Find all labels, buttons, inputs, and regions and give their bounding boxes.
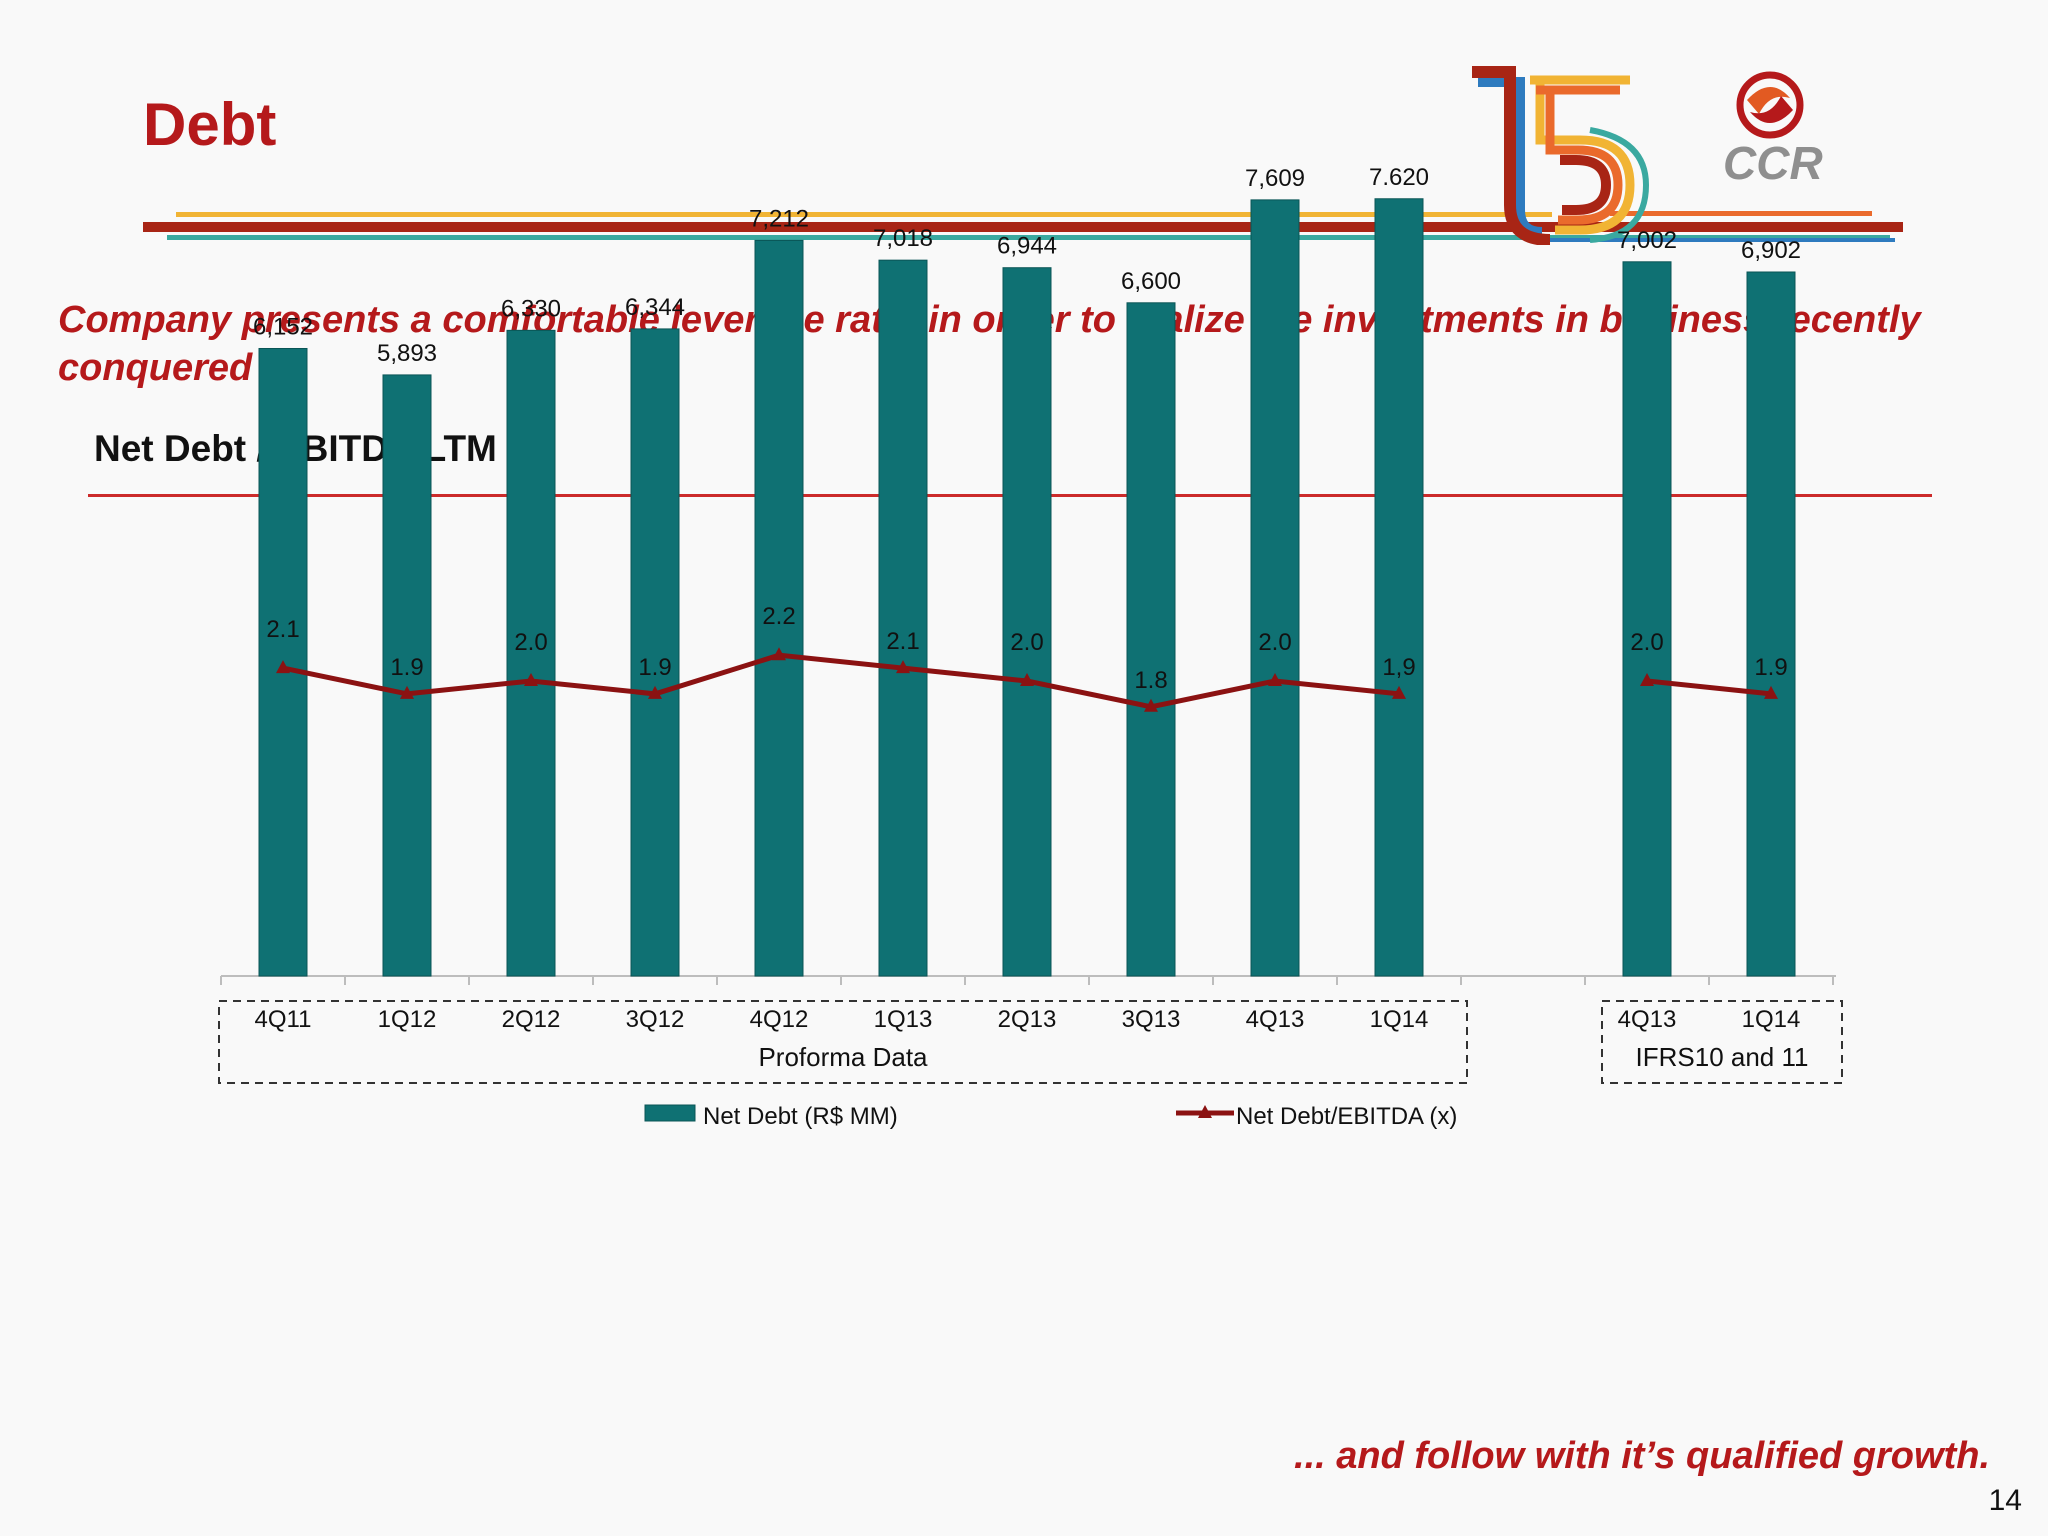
group-label-ifrs: IFRS10 and 11 [1636,1042,1809,1072]
line-marker [1392,685,1406,699]
bar-net-debt [1374,198,1424,977]
bar-value-label: 5,893 [377,340,437,367]
line-value-label: 2.0 [514,629,547,656]
line-marker [1020,673,1034,686]
line-marker [648,685,662,699]
line-marker [896,660,910,674]
bar-net-debt [382,374,432,977]
line-marker [1144,698,1158,712]
line-value-label: 2.0 [1010,629,1043,656]
line-marker [1268,673,1282,686]
bar-value-label: 6,344 [625,294,685,321]
bar-net-debt [630,328,680,977]
line-value-label: 1.8 [1134,667,1167,694]
line-marker [524,673,538,686]
bar-value-label: 6,944 [997,233,1057,260]
ccr-logo-text: CCR [1723,137,1823,189]
line-marker [1640,673,1654,686]
category-label: 4Q12 [750,1006,809,1033]
bar-net-debt [754,239,804,977]
header-rule-blue [1545,238,1895,242]
bar-net-debt [1746,271,1796,977]
legend-swatch-bar [644,1104,696,1122]
bar-net-debt [878,259,928,977]
legend-marker-line [1198,1105,1212,1118]
bar-net-debt [1250,199,1300,977]
category-label: 1Q14 [1370,1006,1429,1033]
line-value-label: 1.9 [638,654,671,681]
line-value-label: 1.9 [390,654,423,681]
category-label: 4Q13 [1618,1006,1677,1033]
legend-label-bar: Net Debt (R$ MM) [703,1103,898,1130]
bar-value-label: 6,152 [253,313,313,340]
page-title: Debt [143,91,277,158]
group-label-proforma: Proforma Data [758,1042,928,1072]
header-rule-yellow [176,212,1552,217]
bar-value-label: 7,018 [873,225,933,252]
line-series-ifrs [1646,678,1772,697]
category-label: 3Q13 [1122,1006,1181,1033]
anniversary-15-logo: 15 [1472,66,1650,245]
legend-label-line: Net Debt/EBITDA (x) [1236,1103,1457,1130]
category-label: 1Q13 [874,1006,933,1033]
bar-value-label: 7,002 [1617,227,1677,254]
bar-value-label: 7.620 [1369,164,1429,191]
line-value-label: 2.1 [886,628,919,655]
header-rule-red [143,222,1903,232]
line-series-proforma [282,652,1400,710]
line-marker [276,660,290,674]
category-label: 1Q14 [1742,1006,1801,1033]
group-box-proforma [218,1000,1468,1084]
footer-tagline: ... and follow with it’s qualified growt… [1294,1435,1990,1477]
line-value-label: 2.2 [762,603,795,630]
bar-value-label: 7,212 [749,205,809,232]
bar-net-debt [506,329,556,977]
line-value-label: 1.9 [1754,654,1787,681]
header-rule-orange [1610,211,1872,216]
line-value-label: 2.0 [1258,629,1291,656]
category-label: 1Q12 [378,1006,437,1033]
bar-net-debt [1002,267,1052,977]
headline: Company presents a comfortable leverage … [58,299,1921,389]
line-marker [400,685,414,699]
group-box-ifrs [1601,1000,1843,1084]
bar-net-debt [1622,261,1672,977]
line-value-label: 2.1 [266,616,299,643]
bar-value-label: 6,902 [1741,237,1801,264]
header-rule-teal [167,235,1890,240]
line-value-label: 2.0 [1630,629,1663,656]
line-marker [772,647,786,661]
line-marker [1764,685,1778,699]
category-label: 2Q13 [998,1006,1057,1033]
ccr-swirl-icon [1736,71,1804,139]
bar-net-debt [1126,302,1176,977]
page-number: 14 [1988,1484,2022,1517]
category-label: 3Q12 [626,1006,685,1033]
bar-value-label: 7,609 [1245,165,1305,192]
bar-value-label: 6,330 [501,295,561,322]
category-label: 4Q11 [255,1006,312,1033]
bar-value-label: 6,600 [1121,268,1181,295]
line-value-label: 1,9 [1382,654,1415,681]
category-label: 4Q13 [1246,1006,1305,1033]
category-label: 2Q12 [502,1006,561,1033]
